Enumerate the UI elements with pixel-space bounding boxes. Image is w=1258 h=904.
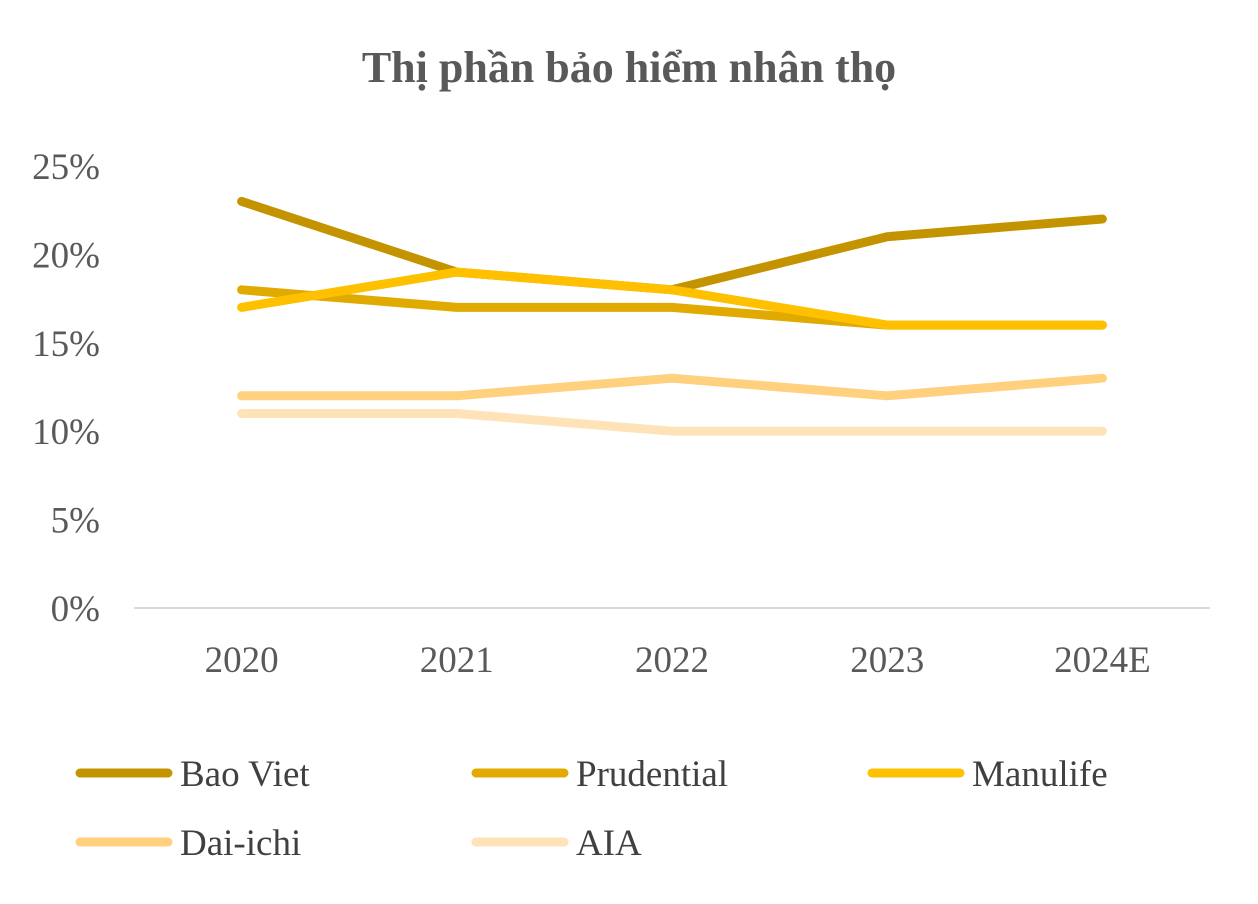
legend-label: Prudential xyxy=(576,754,728,795)
x-tick-label: 2024E xyxy=(1054,640,1151,681)
legend: Bao Viet Prudential Manulife Dai-ichi AIA xyxy=(75,754,1108,864)
series-line-manulife xyxy=(237,267,1107,330)
x-tick-label: 2020 xyxy=(205,640,279,681)
y-tick-label: 15% xyxy=(32,324,100,365)
legend-label: Bao Viet xyxy=(180,754,310,795)
legend-item: Prudential xyxy=(471,754,728,795)
series-line-bao-viet xyxy=(237,196,1107,295)
legend-item: Bao Viet xyxy=(75,754,310,795)
legend-label: Dai-ichi xyxy=(180,823,301,864)
y-axis-ticks: 0% 5% 10% 15% 20% 25% xyxy=(32,147,100,630)
legend-label: AIA xyxy=(576,823,642,864)
series-line-prudential xyxy=(237,285,1107,330)
legend-item: Manulife xyxy=(867,754,1108,795)
series-line-aia xyxy=(237,409,1107,436)
y-tick-label: 5% xyxy=(51,501,100,542)
series-lines xyxy=(237,196,1107,436)
legend-item: AIA xyxy=(471,823,642,864)
legend-item: Dai-ichi xyxy=(75,823,301,864)
x-tick-label: 2023 xyxy=(850,640,924,681)
y-tick-label: 10% xyxy=(32,412,100,453)
legend-label: Manulife xyxy=(972,754,1108,795)
x-axis-ticks: 2020 2021 2022 2023 2024E xyxy=(205,640,1151,681)
y-tick-label: 0% xyxy=(51,589,100,630)
y-tick-label: 20% xyxy=(32,235,100,276)
y-tick-label: 25% xyxy=(32,147,100,188)
chart-title: Thị phần bảo hiểm nhân thọ xyxy=(362,43,896,92)
series-line-dai-ichi xyxy=(237,373,1107,401)
x-tick-label: 2022 xyxy=(635,640,709,681)
x-tick-label: 2021 xyxy=(420,640,494,681)
